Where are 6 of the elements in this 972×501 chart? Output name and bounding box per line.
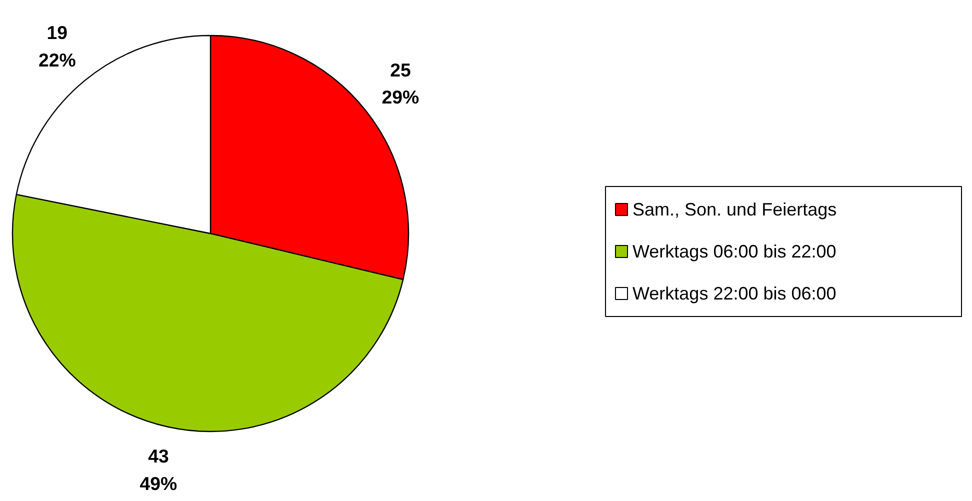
legend-label: Sam., Son. und Feiertags — [632, 200, 837, 220]
legend-label: Werktags 22:00 bis 06:00 — [632, 284, 836, 304]
data-label: 25 29% — [382, 59, 420, 108]
data-label: 43 49% — [140, 446, 178, 494]
legend-label: Werktags 06:00 bis 22:00 — [632, 242, 836, 262]
data-label: 19 22% — [38, 22, 76, 70]
